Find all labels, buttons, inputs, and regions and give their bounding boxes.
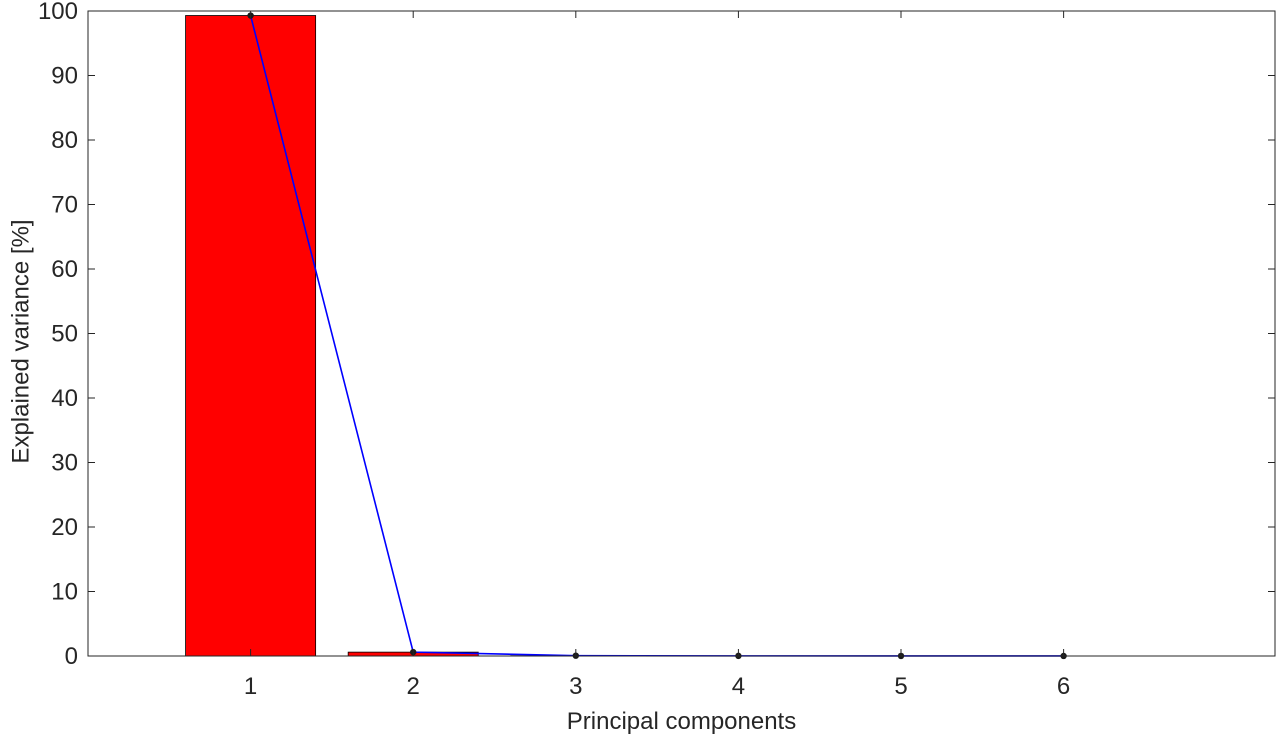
- y-tick-label-0: 0: [65, 643, 78, 670]
- x-axis: 1 2 3 4 5 6: [244, 11, 1070, 700]
- y-tick-label-40: 40: [51, 385, 78, 412]
- y-tick-label-20: 20: [51, 514, 78, 541]
- bar-1: [185, 15, 317, 657]
- y-tick-label-100: 100: [38, 0, 78, 25]
- y-tick-label-10: 10: [51, 579, 78, 606]
- x-tick-label-4: 4: [732, 673, 745, 700]
- y-tick-label-80: 80: [51, 127, 78, 154]
- x-tick-label-2: 2: [407, 673, 420, 700]
- x-tick-label-5: 5: [894, 673, 907, 700]
- y-tick-label-70: 70: [51, 192, 78, 219]
- x-axis-title: Principal components: [567, 708, 796, 735]
- y-tick-label-90: 90: [51, 63, 78, 90]
- y-tick-label-50: 50: [51, 321, 78, 348]
- bar-series: [185, 15, 1130, 657]
- y-tick-label-60: 60: [51, 256, 78, 283]
- y-axis-title: Explained variance [%]: [7, 219, 34, 463]
- y-axis: 0 10 20 30 40 50 60 70 80 90 100: [38, 0, 1275, 670]
- y-tick-label-30: 30: [51, 450, 78, 477]
- x-tick-label-6: 6: [1057, 673, 1070, 700]
- x-tick-label-3: 3: [569, 673, 582, 700]
- x-tick-label-1: 1: [244, 673, 257, 700]
